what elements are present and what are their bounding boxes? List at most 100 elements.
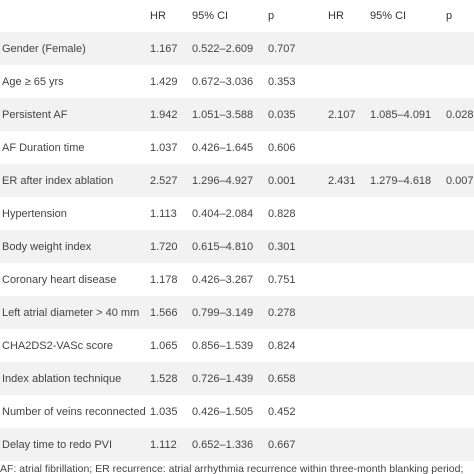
empty-cell bbox=[444, 230, 474, 263]
row-label: Number of veins reconnected bbox=[2, 405, 146, 418]
empty-cell bbox=[368, 296, 444, 329]
empty-cell bbox=[368, 65, 444, 98]
row-label: Gender (Female) bbox=[0, 32, 148, 65]
row-label: Coronary heart disease bbox=[2, 273, 117, 286]
table-row: Coronary heart disease 1.178 0.426–3.267 0.… bbox=[0, 263, 474, 296]
table-row: Persistent AF 1.942 1.051–3.588 0.035 2.107 1… bbox=[0, 98, 474, 131]
table-row: Body weight index 1.720 0.615–4.810 0.301 bbox=[0, 230, 474, 263]
cell: 1.178 bbox=[150, 273, 178, 286]
empty-cell bbox=[326, 296, 368, 329]
results-table: HR 95% CI p HR 95% CI p Gender (Female) 1.167 0… bbox=[0, 0, 474, 461]
empty-cell bbox=[326, 329, 368, 362]
empty-cell bbox=[326, 197, 368, 230]
cell: 1.566 bbox=[148, 296, 190, 329]
cell: 1.167 bbox=[148, 32, 190, 65]
cell: 0.667 bbox=[266, 428, 326, 461]
header-cell: 95% CI bbox=[370, 10, 407, 22]
cell: 0.522–2.609 bbox=[190, 32, 266, 65]
row-label: Age ≥ 65 yrs bbox=[2, 75, 64, 88]
cell: 0.035 bbox=[266, 98, 326, 131]
empty-cell bbox=[444, 428, 474, 461]
cell: 0.404–2.084 bbox=[192, 207, 254, 220]
empty-cell bbox=[368, 263, 444, 296]
cell: 0.028 bbox=[444, 98, 474, 131]
empty-cell bbox=[444, 197, 474, 230]
table-body: Gender (Female) 1.167 0.522–2.609 0.707 Age … bbox=[0, 32, 474, 461]
table-row: Gender (Female) 1.167 0.522–2.609 0.707 bbox=[0, 32, 474, 65]
cell: 2.431 bbox=[326, 164, 368, 197]
empty-cell bbox=[326, 395, 368, 428]
empty-cell bbox=[368, 395, 444, 428]
table-row: Left atrial diameter > 40 mm 1.566 0.799–3… bbox=[0, 296, 474, 329]
table-row: AF Duration time 1.037 0.426–1.645 0.606 bbox=[0, 131, 474, 164]
cell: 1.429 bbox=[150, 75, 178, 88]
empty-cell bbox=[444, 32, 474, 65]
row-label: Hypertension bbox=[2, 207, 67, 220]
empty-cell bbox=[368, 428, 444, 461]
cell: 0.007 bbox=[444, 164, 474, 197]
table-row: Index ablation technique 1.528 0.726–1.439… bbox=[0, 362, 474, 395]
row-label: ER after index ablation bbox=[0, 164, 148, 197]
cell: 0.301 bbox=[266, 230, 326, 263]
empty-cell bbox=[368, 362, 444, 395]
header-cell: p bbox=[268, 10, 275, 22]
cell: 0.672–3.036 bbox=[192, 75, 254, 88]
cell: 0.278 bbox=[266, 296, 326, 329]
empty-cell bbox=[326, 428, 368, 461]
cell: 1.296–4.927 bbox=[190, 164, 266, 197]
cell: 1.279–4.618 bbox=[368, 164, 444, 197]
cell: 2.527 bbox=[148, 164, 190, 197]
table-row: Age ≥ 65 yrs 1.429 0.672–3.036 0.353 bbox=[0, 65, 474, 98]
empty-cell bbox=[326, 230, 368, 263]
cell: 1.085–4.091 bbox=[368, 98, 444, 131]
header-cell: HR bbox=[150, 10, 166, 22]
empty-cell bbox=[444, 362, 474, 395]
cell: 0.828 bbox=[268, 207, 296, 220]
empty-cell bbox=[326, 65, 368, 98]
row-label: Delay time to redo PVI bbox=[0, 428, 148, 461]
empty-cell bbox=[444, 131, 474, 164]
header-cell: HR bbox=[328, 10, 344, 22]
table-row: ER after index ablation 2.527 1.296–4.927 0… bbox=[0, 164, 474, 197]
cell: 0.799–3.149 bbox=[190, 296, 266, 329]
footnote: AF: atrial fibrillation; ER recurrence: … bbox=[0, 463, 464, 474]
cell: 1.035 bbox=[150, 405, 178, 418]
cell: 2.107 bbox=[326, 98, 368, 131]
cell: 1.037 bbox=[150, 141, 178, 154]
empty-cell bbox=[444, 65, 474, 98]
cell: 1.112 bbox=[148, 428, 190, 461]
cell: 1.942 bbox=[148, 98, 190, 131]
cell: 0.606 bbox=[268, 141, 296, 154]
cell: 1.113 bbox=[150, 207, 177, 220]
row-label: Left atrial diameter > 40 mm bbox=[0, 296, 148, 329]
empty-cell bbox=[368, 230, 444, 263]
empty-cell bbox=[368, 131, 444, 164]
empty-cell bbox=[444, 263, 474, 296]
cell: 1.065 bbox=[150, 339, 178, 352]
cell: 0.751 bbox=[268, 273, 296, 286]
empty-cell bbox=[326, 362, 368, 395]
cell: 0.707 bbox=[266, 32, 326, 65]
row-label: Persistent AF bbox=[0, 98, 148, 131]
cell: 0.001 bbox=[266, 164, 326, 197]
row-label: Body weight index bbox=[0, 230, 148, 263]
header-cell bbox=[0, 0, 148, 32]
cell: 0.726–1.439 bbox=[190, 362, 266, 395]
empty-cell bbox=[368, 197, 444, 230]
header-cell: p bbox=[446, 10, 453, 22]
table-row: Delay time to redo PVI 1.112 0.652–1.336 0.… bbox=[0, 428, 474, 461]
header-row: HR 95% CI p HR 95% CI p bbox=[0, 0, 474, 32]
cell: 1.528 bbox=[148, 362, 190, 395]
cell: 1.051–3.588 bbox=[190, 98, 266, 131]
empty-cell bbox=[326, 263, 368, 296]
cell: 0.652–1.336 bbox=[190, 428, 266, 461]
cell: 0.353 bbox=[268, 75, 296, 88]
cell: 0.824 bbox=[268, 339, 296, 352]
cell: 0.856–1.539 bbox=[192, 339, 254, 352]
table-row: Number of veins reconnected 1.035 0.426–1.… bbox=[0, 395, 474, 428]
row-label: Index ablation technique bbox=[0, 362, 148, 395]
empty-cell bbox=[368, 329, 444, 362]
empty-cell bbox=[444, 395, 474, 428]
header-cell: 95% CI bbox=[192, 10, 229, 22]
